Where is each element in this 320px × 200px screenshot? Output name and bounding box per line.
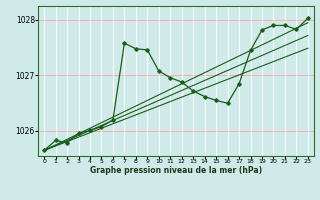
X-axis label: Graphe pression niveau de la mer (hPa): Graphe pression niveau de la mer (hPa) [90, 166, 262, 175]
